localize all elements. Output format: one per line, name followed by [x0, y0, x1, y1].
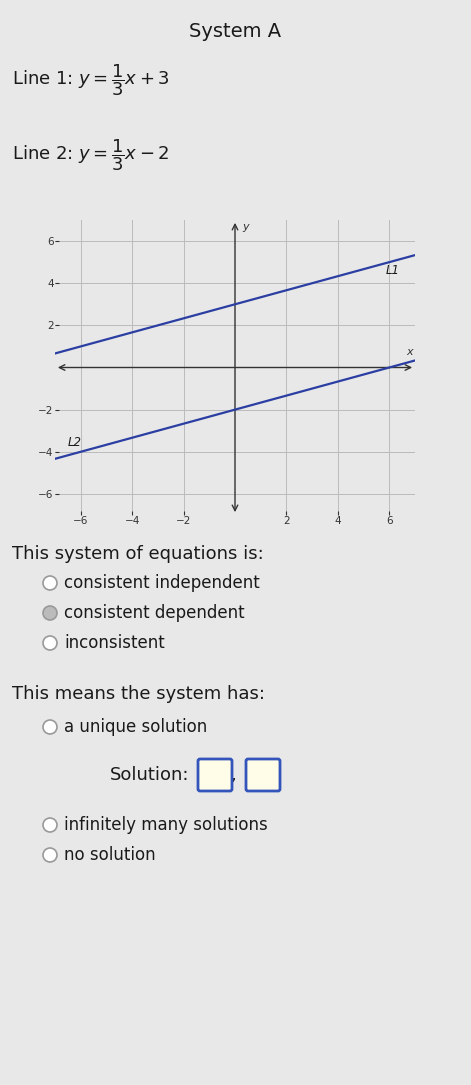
Text: infinitely many solutions: infinitely many solutions: [64, 816, 268, 834]
Text: Line 2: $y=\dfrac{1}{3}x-2$: Line 2: $y=\dfrac{1}{3}x-2$: [12, 137, 170, 173]
Text: L2: L2: [68, 436, 82, 449]
Text: inconsistent: inconsistent: [64, 634, 165, 652]
Text: Solution:: Solution:: [110, 766, 189, 784]
Text: System A: System A: [189, 22, 281, 41]
Circle shape: [43, 576, 57, 590]
Text: no solution: no solution: [64, 846, 155, 864]
Text: This means the system has:: This means the system has:: [12, 685, 265, 703]
Circle shape: [43, 607, 57, 620]
Text: L1: L1: [386, 264, 399, 277]
Text: consistent dependent: consistent dependent: [64, 604, 244, 622]
Text: x: x: [406, 347, 413, 357]
Circle shape: [43, 848, 57, 861]
FancyBboxPatch shape: [198, 760, 232, 791]
Text: consistent independent: consistent independent: [64, 574, 260, 592]
Circle shape: [43, 636, 57, 650]
Text: ,: ,: [231, 766, 237, 784]
FancyBboxPatch shape: [246, 760, 280, 791]
Circle shape: [43, 720, 57, 733]
Circle shape: [43, 818, 57, 832]
Text: Line 1: $y=\dfrac{1}{3}x+3$: Line 1: $y=\dfrac{1}{3}x+3$: [12, 62, 170, 98]
Text: This system of equations is:: This system of equations is:: [12, 545, 264, 563]
Text: y: y: [243, 222, 249, 232]
Text: a unique solution: a unique solution: [64, 718, 207, 736]
